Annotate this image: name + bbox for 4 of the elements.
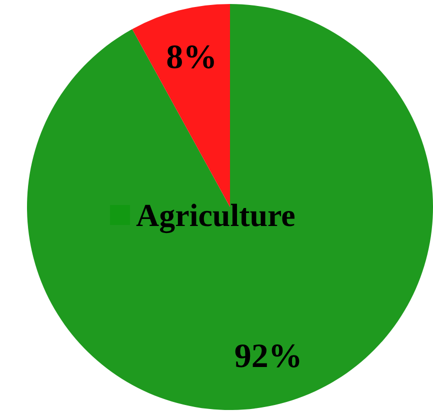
legend-label: Agriculture [136, 197, 296, 234]
data-label: 92% [234, 338, 302, 375]
data-label: 8% [166, 39, 218, 76]
pie-slice [27, 4, 433, 410]
